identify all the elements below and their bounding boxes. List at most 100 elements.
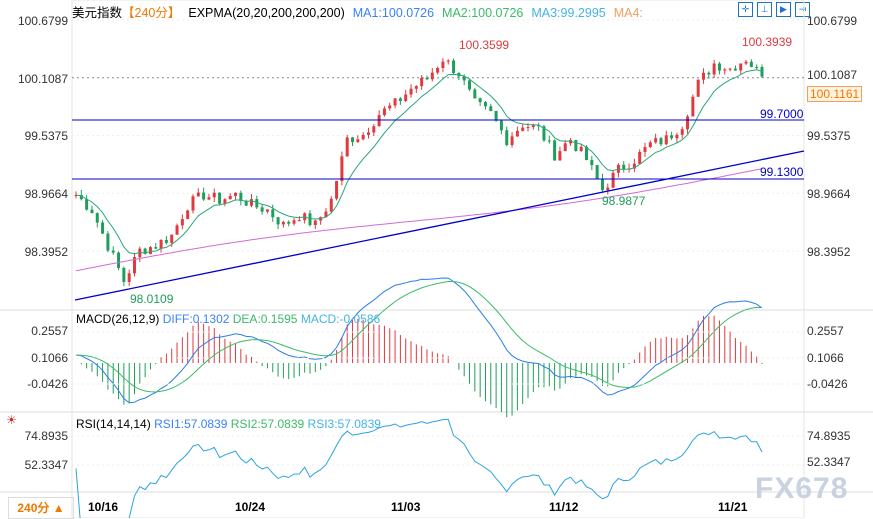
candle-body [537,125,541,127]
candle-body [569,140,573,144]
trend-line [74,150,805,301]
range-icon[interactable]: ⊥ [757,2,772,17]
candle-body [739,63,743,71]
candle-body [595,165,599,179]
candle-body [648,142,652,147]
candle-body [148,247,152,254]
candle-body [239,192,243,201]
candle-body [489,106,493,112]
candle-body [414,86,418,89]
price-tick: 100.6799 [807,14,858,28]
candle-body [382,108,386,116]
level-label: 99.7000 [760,107,804,121]
ema20-line [75,69,763,255]
low-label: 98.9877 [602,194,646,208]
candle-body [436,68,440,73]
diff-line [75,277,763,404]
candle-body [281,221,285,225]
rsi-line [75,418,763,518]
rsi-title: RSI(14,14,14) [76,417,151,431]
settings-sun-icon[interactable]: ☀ [6,413,17,427]
candle-body [670,135,674,139]
dea-value: DEA:0.1595 [232,312,298,326]
candle-body [749,61,753,67]
rsi-header: RSI(14,14,14) RSI1:57.0839 RSI2:57.0839 … [76,417,381,431]
candle-body [170,234,174,243]
ma1-value: MA1:100.0726 [352,6,435,20]
candle-body [356,139,360,143]
candle-body [563,143,567,152]
candle-body [659,138,663,145]
candle-body [212,192,216,198]
candle-body [553,140,557,161]
candle-body [728,68,732,70]
rsi-tick: 52.3347 [807,455,851,469]
candle-body [329,198,333,212]
macd-tick: 0.2557 [31,324,68,338]
watermark: FX678 [755,472,849,505]
price-tick: 100.1087 [807,68,858,82]
period-label[interactable]: 【240分】 [122,6,181,20]
toolbar: ✛ ⊥ ▶ ⇥ [738,2,810,17]
candle-body [106,233,110,251]
frame [71,0,805,518]
rsi1-value: RSI1:57.0839 [154,417,228,431]
candle-body [505,130,509,146]
candle-body [686,116,690,130]
high-label: 100.3939 [742,35,793,49]
candle-body [643,146,647,152]
candle-body [90,209,94,214]
candle-body [515,130,519,137]
candle-body [228,195,232,200]
candle-body [218,192,222,204]
candle-body [675,134,679,139]
candle-body [664,135,668,145]
symbol-name: 美元指数 [72,6,123,20]
play-icon[interactable]: ▶ [776,2,791,17]
rsi3-value: RSI3:57.0839 [307,417,381,431]
candle-body [622,164,626,170]
candle-body [446,60,450,62]
candle-body [127,273,131,282]
crosshair-icon[interactable]: ✛ [738,2,753,17]
candle-body [377,115,381,127]
candle-body [590,160,594,166]
candle-body [420,77,424,87]
candle-body [122,267,126,282]
indicator-name[interactable]: EXPMA(20,20,200,200,200) [188,6,345,20]
candle-body [366,132,370,135]
candle-body [159,239,163,249]
candle-body [632,163,636,169]
date-label: 10/24 [235,500,266,514]
macd-tick: 0.1066 [31,351,68,365]
candle-body [638,151,642,164]
level-label: 99.1300 [760,165,804,179]
candle-body [164,239,168,243]
candle-body [473,89,477,99]
candle-body [510,136,514,146]
date-label: 11/12 [549,500,579,514]
candle-body [478,98,482,103]
macd-tick: -0.0426 [27,377,68,391]
rsi-tick: 74.8935 [24,429,68,443]
candle-body [468,80,472,90]
candle-body [558,151,562,161]
candle-body [452,60,456,73]
period-button[interactable]: 240分 ▲ [8,497,74,519]
candle-body [712,63,716,75]
candle-body [287,221,291,224]
price-tick: 98.3952 [807,245,851,259]
candle-body [74,195,78,197]
high-label: 100.3599 [459,38,510,52]
candle-body [462,76,466,81]
candle-body [606,187,610,191]
candle-body [180,219,184,226]
candle-body [654,138,658,143]
macd-tick: 0.2557 [807,324,844,338]
exit-icon[interactable]: ⇥ [795,2,810,17]
ma4-value: MA4: [613,6,643,20]
candle-body [186,210,190,220]
candle-body [755,66,759,68]
candle-body [207,197,211,200]
